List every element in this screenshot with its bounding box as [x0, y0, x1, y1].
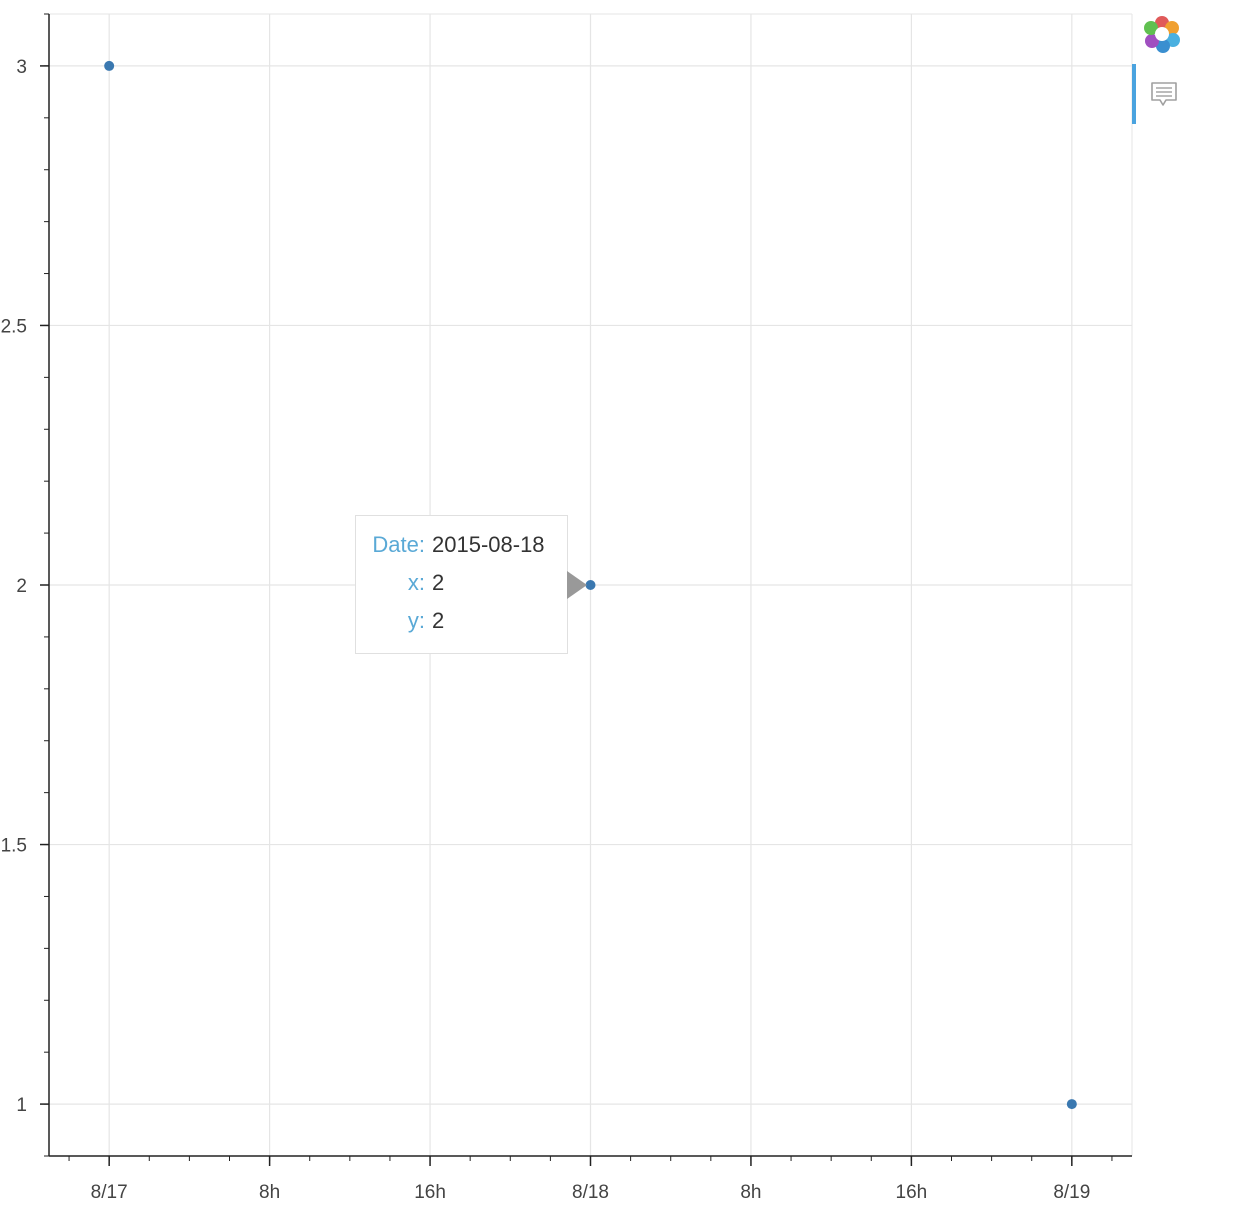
tooltip-value: 2: [432, 570, 445, 595]
active-tool-indicator: [1132, 64, 1136, 124]
tooltip-row-date: Date: 2015-08-18: [356, 532, 567, 562]
y-tick-label: 2: [16, 576, 27, 597]
x-tick-label: 8h: [740, 1182, 761, 1203]
data-point: [585, 580, 596, 590]
x-tick-label: 16h: [896, 1182, 928, 1203]
tooltip-arrow: [567, 571, 587, 599]
tooltip-row-y: y: 2: [356, 608, 567, 638]
chart-toolbar: [1132, 0, 1252, 200]
x-tick-label: 8/17: [91, 1182, 128, 1203]
bokeh-logo-icon[interactable]: [1142, 14, 1182, 54]
x-tick-label: 8h: [259, 1182, 280, 1203]
x-tick-label: 8/19: [1053, 1182, 1090, 1203]
x-tick-label: 8/18: [572, 1182, 609, 1203]
y-tick-label: 3: [16, 57, 27, 78]
y-tick-label: 1: [16, 1095, 27, 1116]
tooltip-key: x:: [407, 570, 425, 595]
hover-tooltip: Date: 2015-08-18 x: 2 y: 2: [355, 515, 568, 654]
tooltip-value: 2015-08-18: [432, 532, 545, 557]
x-tick-label: 16h: [414, 1182, 446, 1203]
tooltip-key: y:: [407, 608, 425, 633]
axes: 3 2.5 2 1.5 1 8/17 8h 16h 8/18 8h 16h 8/19: [1, 13, 1132, 1203]
hover-tooltip-icon[interactable]: [1149, 80, 1179, 110]
data-point: [104, 60, 115, 71]
tooltip-key: Date:: [372, 532, 425, 557]
y-tick-label: 1.5: [1, 836, 27, 857]
tooltip-row-x: x: 2: [356, 570, 567, 600]
data-points: [104, 60, 1077, 1110]
data-point: [1066, 1099, 1077, 1110]
y-tick-label: 2.5: [1, 316, 27, 337]
tooltip-value: 2: [432, 608, 445, 633]
